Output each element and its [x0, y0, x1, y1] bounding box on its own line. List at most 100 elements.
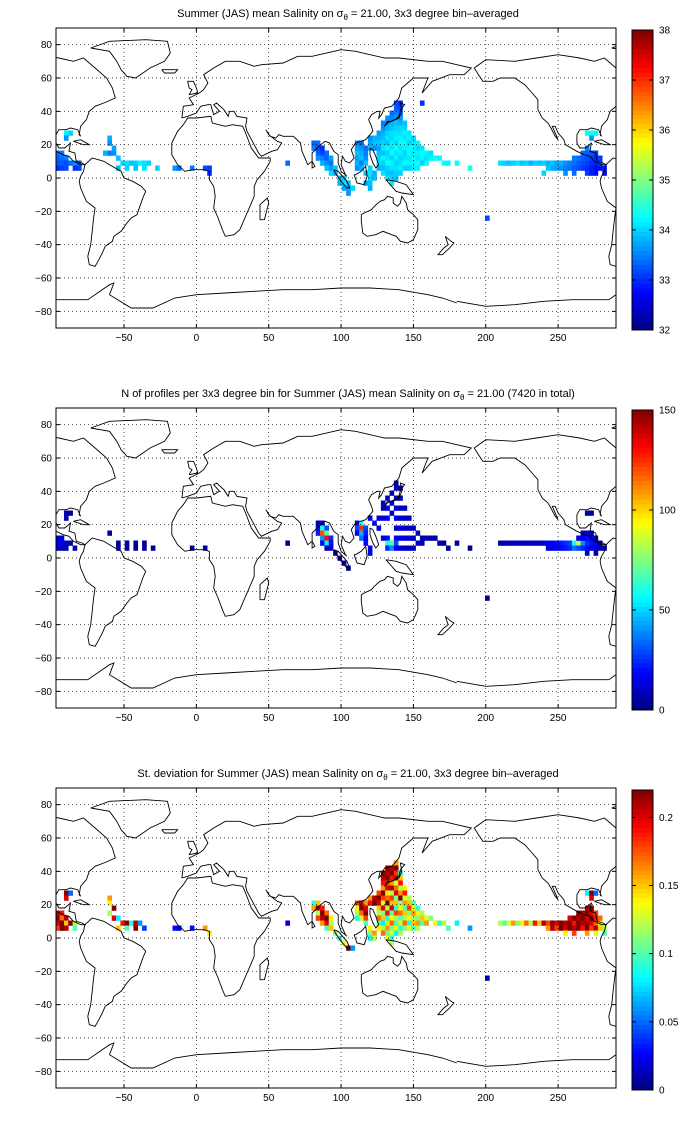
data-cell: [406, 525, 412, 531]
data-cell: [385, 545, 390, 551]
data-cell: [367, 180, 373, 186]
data-cell: [519, 920, 525, 926]
data-cell: [393, 880, 399, 886]
data-cell: [593, 160, 599, 166]
data-cell: [389, 135, 395, 141]
data-cell: [328, 545, 334, 551]
data-cell: [393, 100, 399, 106]
colorbar-segment: [632, 428, 653, 434]
data-cell: [328, 160, 334, 166]
colorbar-segment: [632, 602, 653, 608]
data-cell: [584, 130, 590, 136]
data-cell: [506, 920, 512, 926]
data-cell: [398, 875, 403, 881]
colorbar-tick-label: 100: [659, 506, 676, 517]
colorbar-segment: [632, 250, 653, 256]
std-dev-map-panel: St. deviation for Summer (JAS) mean Sali…: [0, 760, 696, 1140]
data-cell: [385, 875, 390, 881]
data-cell: [398, 505, 403, 511]
y-tick-label: −60: [35, 274, 52, 285]
data-cell: [56, 155, 60, 161]
data-cell: [393, 480, 399, 486]
data-cell: [545, 920, 551, 926]
x-tick-label: 150: [405, 713, 422, 724]
data-cell: [372, 935, 377, 941]
data-cell: [133, 920, 139, 926]
x-tick-label: 200: [477, 333, 494, 344]
y-tick-label: −40: [35, 240, 52, 251]
data-cell: [415, 915, 421, 921]
coastline-path: [360, 575, 419, 624]
data-cell: [359, 905, 364, 911]
data-cell: [589, 510, 594, 516]
data-cell: [524, 920, 529, 926]
coastline-path: [594, 519, 612, 526]
data-cell: [545, 545, 551, 551]
data-cell: [385, 140, 390, 146]
data-cell: [393, 930, 399, 936]
data-cell: [324, 545, 330, 551]
data-cell: [498, 540, 503, 546]
data-cell: [428, 150, 434, 156]
colorbar-tick-label: 0: [659, 1086, 665, 1097]
data-cell: [406, 135, 412, 141]
data-cell: [150, 545, 156, 551]
data-cell: [359, 915, 364, 921]
x-tick-label: −50: [116, 713, 133, 724]
data-cell: [385, 900, 390, 906]
data-cell: [385, 895, 390, 901]
colorbar-segment: [632, 865, 653, 871]
data-cell: [454, 920, 460, 926]
coastline-path: [171, 115, 271, 237]
data-cell: [576, 545, 581, 551]
data-cell: [385, 925, 390, 931]
data-cell: [367, 515, 373, 521]
data-cell: [467, 165, 473, 171]
data-cell: [402, 925, 408, 931]
data-cell: [142, 545, 147, 551]
data-cell: [363, 180, 369, 186]
data-cell: [411, 910, 416, 916]
data-cell: [354, 525, 360, 531]
data-cell: [68, 920, 73, 926]
data-cell: [563, 920, 568, 926]
data-cell: [398, 880, 403, 886]
data-cell: [385, 135, 390, 141]
data-cell: [324, 155, 330, 161]
colorbar-segment: [632, 105, 653, 111]
data-cell: [59, 545, 65, 551]
data-cell: [584, 510, 590, 516]
data-cell: [393, 170, 399, 176]
data-cell: [376, 140, 382, 146]
data-cell: [385, 170, 390, 176]
colorbar-segment: [632, 799, 653, 805]
data-cell: [415, 905, 421, 911]
data-cell: [589, 890, 594, 896]
data-cell: [593, 170, 599, 176]
colorbar-tick-label: 33: [659, 276, 671, 287]
data-cell: [133, 160, 139, 166]
colorbar-segment: [632, 686, 653, 692]
y-tick-label: −80: [35, 307, 52, 318]
colorbar-segment: [632, 541, 653, 547]
data-cell: [571, 540, 577, 546]
colorbar-segment: [632, 170, 653, 176]
data-cell: [363, 145, 369, 151]
colorbar-tick-label: 0.15: [659, 881, 679, 892]
coastline-path: [78, 157, 147, 267]
data-cell: [133, 165, 139, 171]
colorbar-segment: [632, 1010, 653, 1016]
data-cell: [385, 130, 390, 136]
data-cell: [56, 925, 60, 931]
data-cell: [380, 170, 386, 176]
data-cell: [398, 925, 403, 931]
colorbar-segment: [632, 142, 653, 148]
colorbar-segment: [632, 76, 653, 82]
x-tick-label: 250: [550, 1093, 567, 1104]
data-cell: [584, 550, 590, 556]
colorbar-segment: [632, 625, 653, 631]
data-cell: [537, 540, 542, 546]
data-cell: [402, 135, 408, 141]
y-tick-label: 80: [41, 420, 53, 431]
